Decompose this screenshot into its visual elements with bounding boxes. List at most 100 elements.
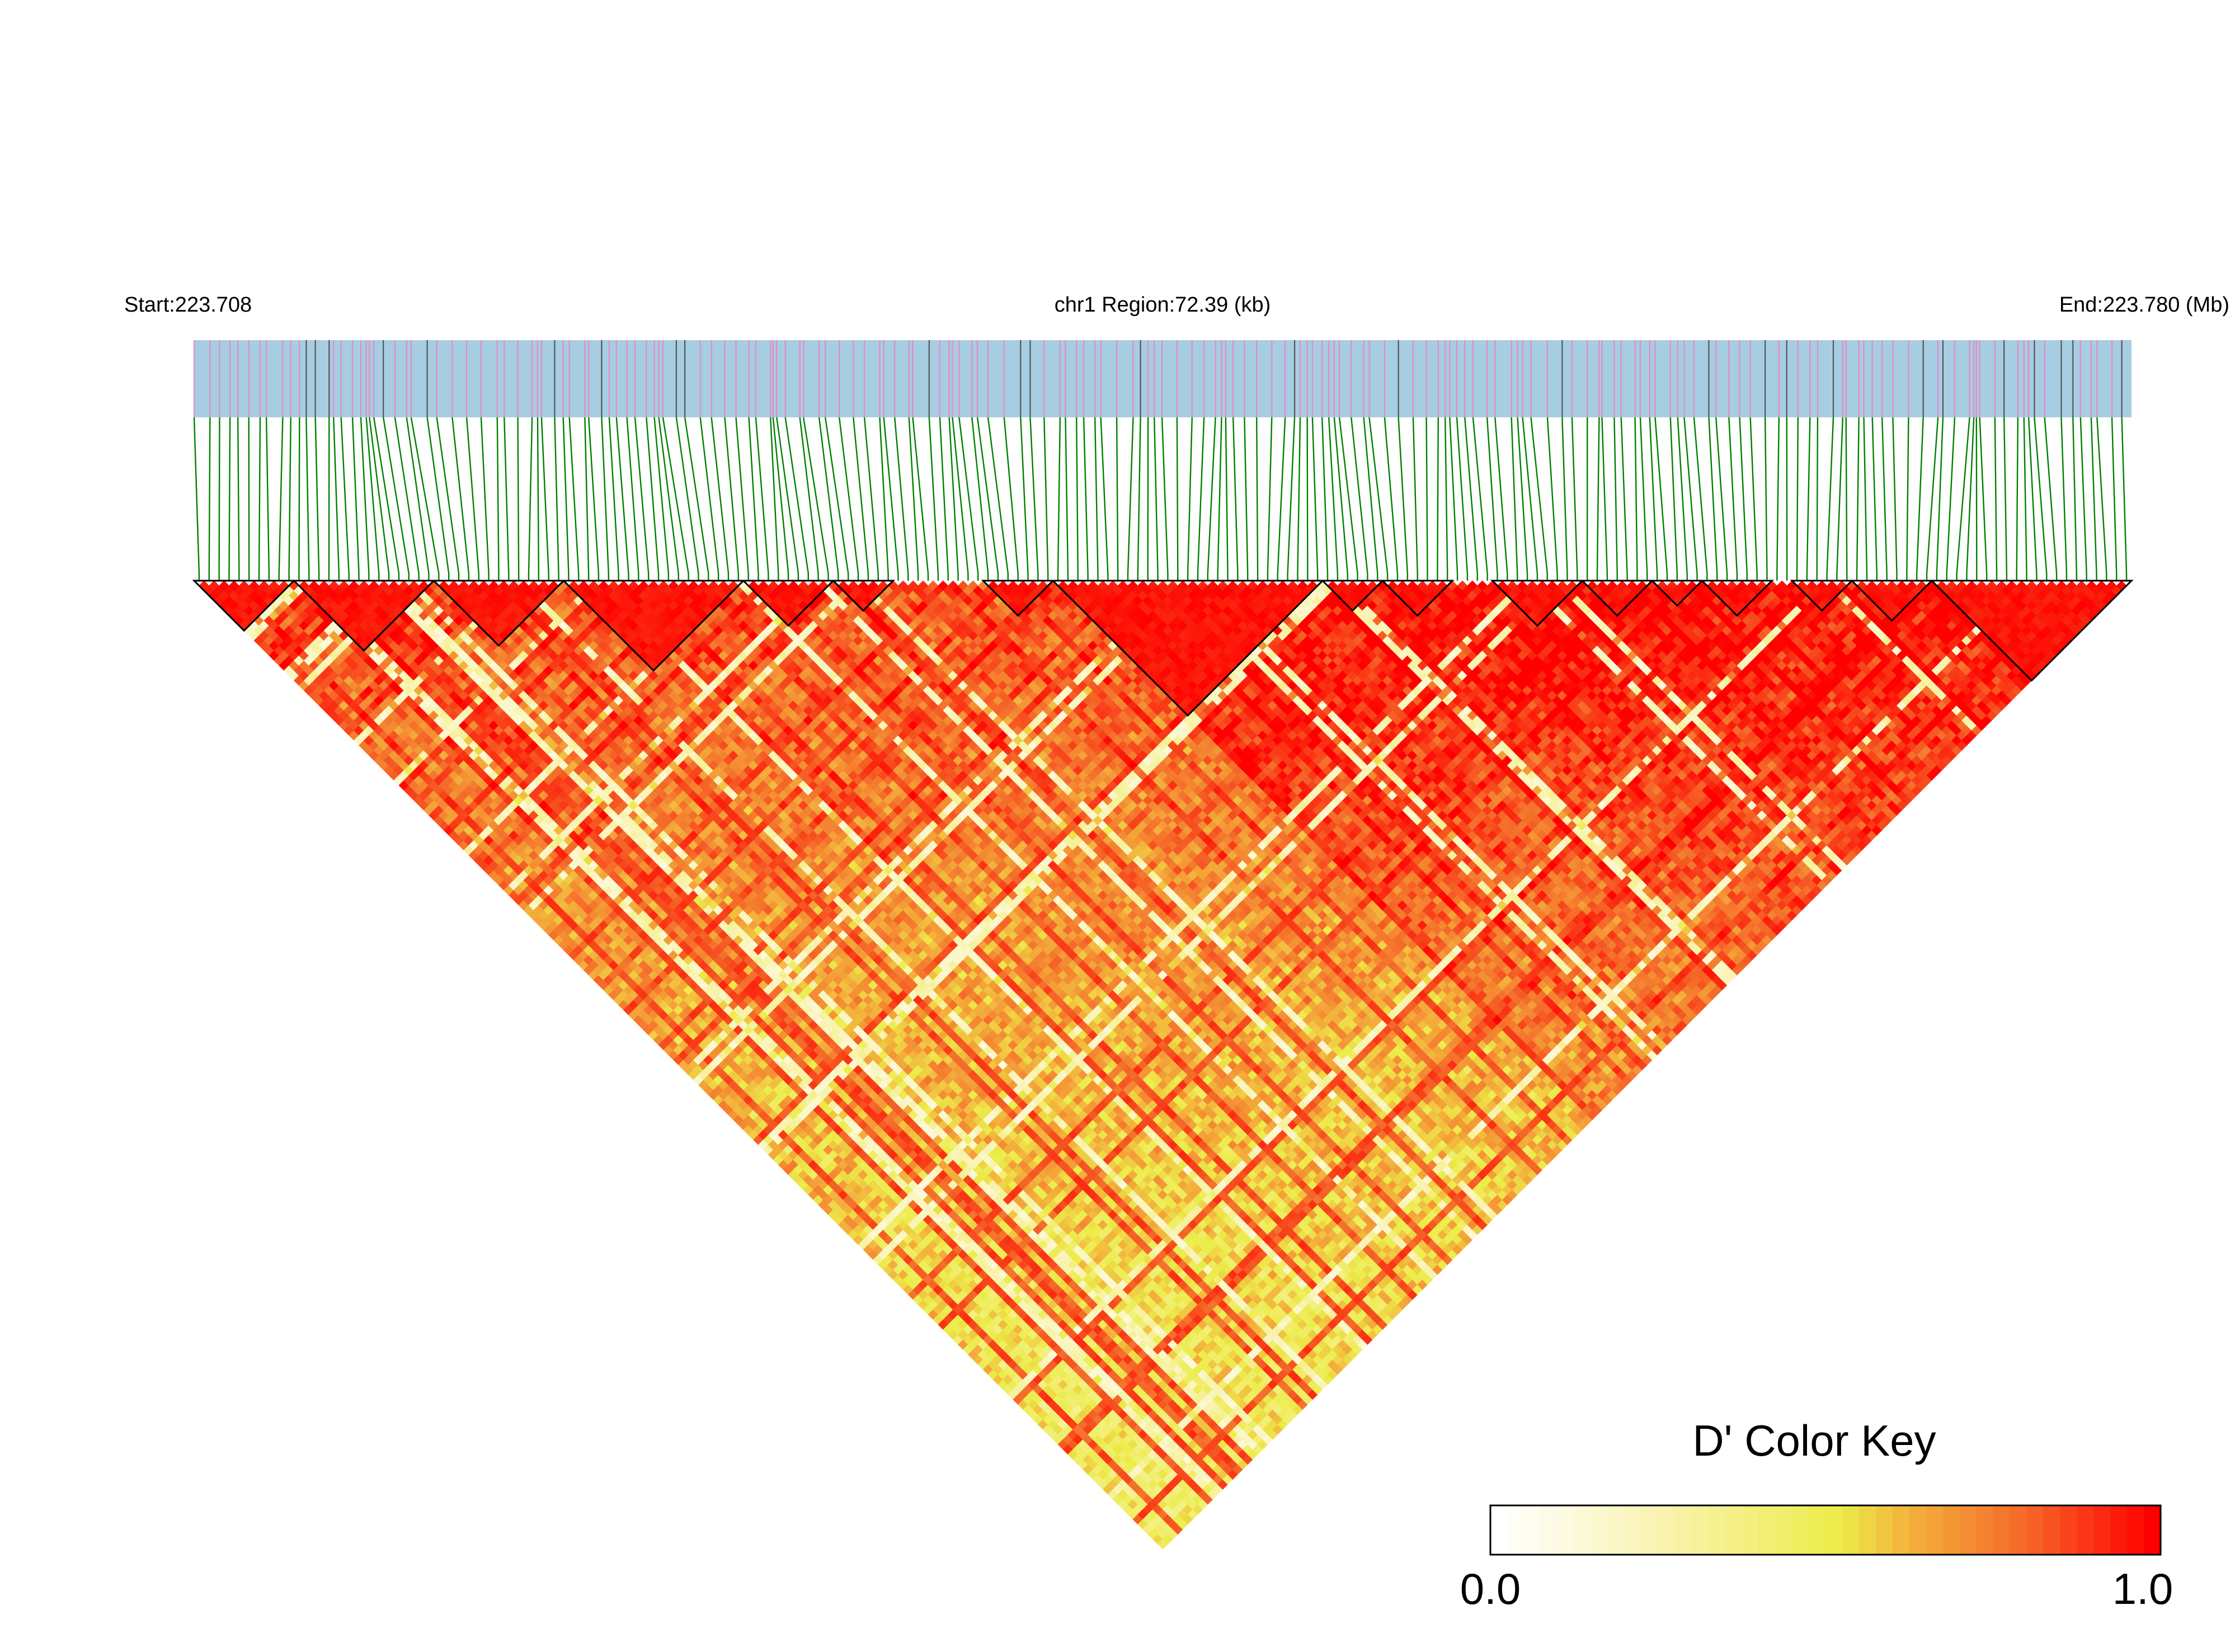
snp-connector (1994, 417, 1998, 581)
snp-connector (1601, 417, 1608, 581)
snp-connector (1511, 417, 1518, 581)
snp-connector (853, 417, 869, 581)
snp-connector (1306, 417, 1309, 581)
snp-connector (802, 417, 829, 581)
snp-connector (615, 417, 629, 581)
snp-connector (265, 417, 270, 581)
snp-connector (1197, 417, 1205, 581)
snp-connector (784, 417, 810, 581)
snp-connector (1094, 417, 1099, 581)
snp-connector (1256, 417, 1259, 581)
snp-connector (1871, 417, 1878, 581)
snp-connector (305, 417, 310, 581)
snp-connector (952, 417, 969, 581)
snp-connector (496, 417, 500, 581)
ld-matrix (199, 580, 2127, 1550)
snp-connector (1137, 417, 1141, 581)
snp-connector (1333, 417, 1348, 581)
snp-connector (1425, 417, 1428, 581)
snp-connector (1728, 417, 1738, 581)
snp-connector (1083, 417, 1089, 581)
snp-connector (883, 417, 899, 581)
snp-connector (1029, 417, 1039, 581)
snp-connector (1546, 417, 1558, 581)
snp-connector (939, 417, 949, 581)
snp-connector (699, 417, 719, 581)
snp-connector (1979, 417, 1988, 581)
snp-connector (1363, 417, 1378, 581)
snp-connector (1020, 417, 1029, 581)
snp-connector (2111, 417, 2118, 581)
snp-connector (218, 417, 220, 581)
snp-connector (517, 417, 520, 581)
snp-connector (2044, 417, 2058, 581)
snp-connector (382, 417, 410, 581)
snp-connector (208, 417, 211, 581)
snp-connector (838, 417, 859, 581)
snp-connector (1966, 417, 1975, 581)
snp-connector (1892, 417, 1898, 581)
snp-connector (1100, 417, 1109, 581)
snp-connector (894, 417, 909, 581)
snp-connector (394, 417, 420, 581)
snp-connector (2072, 417, 2078, 581)
snp-connector (1003, 417, 1019, 581)
snp-connector (1398, 417, 1409, 581)
snp-connector-lines (193, 417, 2128, 581)
snp-connector (406, 417, 430, 581)
snp-connector (1677, 417, 1688, 581)
snp-connector (1043, 417, 1049, 581)
snp-connector (426, 417, 450, 581)
snp-connector (748, 417, 759, 581)
snp-connector (258, 417, 261, 581)
snp-connector (958, 417, 979, 581)
snp-connector (1649, 417, 1658, 581)
snp-connector (1571, 417, 1578, 581)
snp-connector (1176, 417, 1179, 581)
snp-connector (735, 417, 749, 581)
snp-connector (1472, 417, 1488, 581)
snp-connector (1351, 417, 1368, 581)
snp-connector (772, 417, 789, 581)
snp-connector (1826, 417, 1834, 581)
start-label: Start:223.708 (124, 293, 252, 317)
snp-connector (684, 417, 709, 581)
snp-connector (2090, 417, 2097, 581)
snp-connector (351, 417, 360, 581)
snp-connector (1776, 417, 1780, 581)
snp-connector (340, 417, 350, 581)
snp-connector (1464, 417, 1478, 581)
snp-connector (1277, 417, 1286, 581)
snp-connector (1368, 417, 1389, 581)
snp-connector (2003, 417, 2008, 581)
snp-connector (193, 417, 200, 581)
snp-connector (1328, 417, 1339, 581)
snp-connector (646, 417, 660, 581)
snp-connector (755, 417, 769, 581)
snp-connector (1311, 417, 1319, 581)
snp-connector (711, 417, 730, 581)
snp-connector (908, 417, 919, 581)
snp-connector (2096, 417, 2107, 581)
snp-connector (626, 417, 639, 581)
snp-connector (1561, 417, 1568, 581)
snp-connector (562, 417, 570, 581)
snp-connector (540, 417, 549, 581)
snp-connector (365, 417, 380, 581)
snp-connector (1287, 417, 1296, 581)
snp-connector (410, 417, 440, 581)
snp-connector (278, 417, 284, 581)
snp-connector (1075, 417, 1079, 581)
snp-connector (360, 417, 370, 581)
snp-connector (373, 417, 400, 581)
snp-connector (1486, 417, 1498, 581)
end-label: End:223.780 (Mb) (2059, 293, 2229, 317)
snp-connector (1207, 417, 1216, 581)
snp-connector (369, 417, 390, 581)
snp-connector (1297, 417, 1301, 581)
snp-connector (976, 417, 999, 581)
snp-connector (971, 417, 989, 581)
snp-connector (451, 417, 470, 581)
snp-connector (2027, 417, 2038, 581)
snp-connector (1517, 417, 1528, 581)
